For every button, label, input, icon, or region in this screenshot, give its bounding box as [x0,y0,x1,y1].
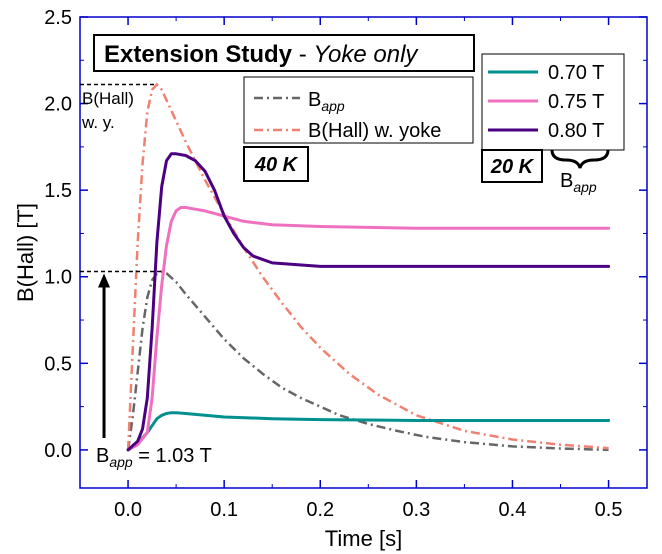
legend-40k: Bapp B(Hall) w. yoke [243,76,474,144]
y-tick-label: 1.5 [44,180,72,202]
x-tick-label: 0.1 [210,499,238,521]
title-separator: - [292,41,313,68]
x-tick-label: 0.5 [595,499,623,521]
series-line-1 [126,83,609,450]
axes: 0.0 0.1 0.2 0.3 0.4 0.5 0.0 0.5 1.0 1.5 2.0 2.5 Time… [13,7,648,551]
legend-label-070: 0.70 T [548,62,604,84]
temp-40k-frame [243,146,309,182]
temp-20k-frame [481,149,543,183]
annotations [80,83,162,438]
title-main: Extension Study [104,41,293,68]
temp-20k-text: 20 K [490,156,535,178]
peak-label-line1: B(Hall) [82,89,134,108]
y-tick-label: 0.5 [44,353,72,375]
curves [126,83,611,452]
series-line-0 [126,270,609,452]
x-tick-label: 0.3 [402,499,430,521]
x-tick-label: 0.0 [114,499,142,521]
temp-label-20k: 20 K [481,149,543,183]
legend-label-bapp: Bapp [308,89,345,114]
legend-20k: 0.70 T 0.75 T 0.80 T [481,53,625,151]
x-axis-label: Time [s] [325,526,402,551]
legend-label-080: 0.80 T [548,120,604,142]
title-box: Extension Study - Yoke only [93,34,475,72]
brace-label: Bapp [560,170,597,195]
bapp-brace: Bapp [550,149,610,195]
brace-icon [550,149,610,169]
legend-label-hall-yoke: B(Hall) w. yoke [308,120,441,142]
series-line-4 [126,152,611,452]
temp-label-40k: 40 K [243,146,309,182]
legend-label-075: 0.75 T [548,91,604,113]
legend-40k-frame [243,76,474,144]
peak-label-line2: w. y. [81,113,115,132]
x-tick-label: 0.2 [306,499,334,521]
temp-40k-text: 40 K [254,154,299,176]
arrow-head-icon [98,273,111,288]
y-tick-label: 2.5 [44,7,72,29]
title-suffix: Yoke only [313,41,419,68]
chart-title: Extension Study - Yoke only [104,41,419,68]
arrow-label: Bapp = 1.03 T [96,445,212,470]
y-tick-label: 2.0 [44,94,72,116]
y-axis-label: B(Hall) [T] [13,203,38,302]
title-frame [93,34,475,72]
series-line-3 [126,206,611,452]
plot-frame [79,16,648,489]
y-tick-label: 0.0 [44,440,72,462]
y-tick-label: 1.0 [44,267,72,289]
x-tick-label: 0.4 [499,499,527,521]
